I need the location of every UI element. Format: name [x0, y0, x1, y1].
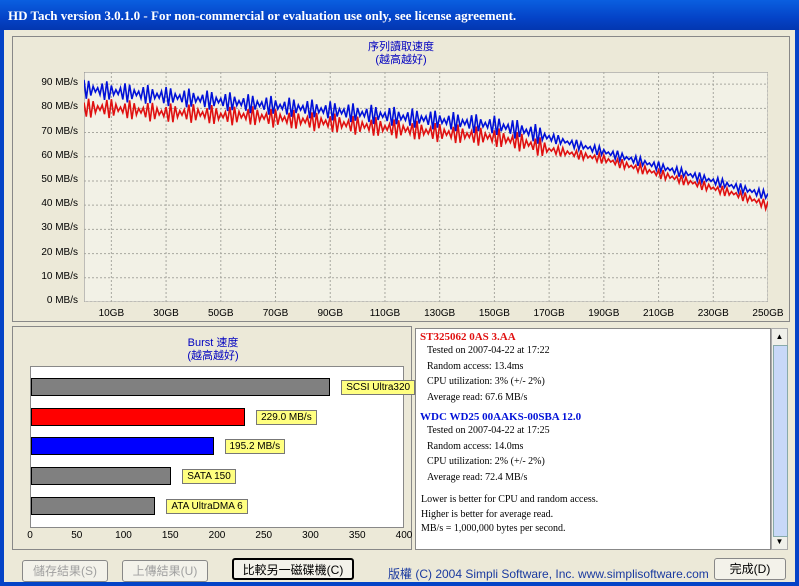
scroll-up-arrow-icon[interactable]: ▲ [775, 332, 784, 341]
burst-bar-label: ATA UltraDMA 6 [166, 499, 248, 514]
y-tick-label: 50 MB/s [41, 173, 78, 185]
x-tick-label: 150GB [478, 308, 510, 319]
scroll-down-arrow-icon[interactable]: ▼ [775, 537, 784, 546]
x-tick-label: 10GB [98, 308, 125, 319]
x-tick-label: 190GB [588, 308, 620, 319]
save-results-button[interactable]: 儲存結果(S) [22, 560, 108, 582]
y-tick-label: 0 MB/s [46, 295, 78, 306]
done-button[interactable]: 完成(D) [714, 558, 786, 580]
read-chart-plot [84, 72, 768, 302]
drive1-random-access: Random access: 13.4ms [427, 360, 524, 372]
y-tick-label: 70 MB/s [41, 125, 78, 137]
x-tick-label: 90GB [317, 308, 344, 319]
read-series-line-1 [84, 98, 768, 213]
burst-chart-title: Burst 速度 [187, 337, 239, 349]
burst-bar [31, 378, 331, 396]
x-tick-label: 130GB [424, 308, 456, 319]
y-tick-label: 20 MB/s [41, 246, 78, 258]
burst-x-tick-label: 100 [115, 530, 132, 541]
drive2-tested: Tested on 2007-04-22 at 17:25 [427, 425, 550, 436]
burst-x-tick-label: 0 [27, 530, 33, 541]
x-tick-label: 230GB [697, 308, 729, 319]
burst-bar-label: SATA 150 [182, 469, 236, 484]
drive2-average-read: Average read: 72.4 MB/s [427, 471, 528, 483]
window-bottom-edge [0, 582, 799, 586]
burst-chart-subtitle: (越高越好) [187, 350, 239, 362]
read-chart-subtitle: (越高越好) [375, 54, 427, 66]
y-tick-label: 10 MB/s [41, 270, 78, 282]
y-tick-label: 40 MB/s [41, 198, 78, 210]
y-tick-label: 30 MB/s [41, 222, 78, 234]
y-tick-label: 80 MB/s [41, 101, 78, 113]
note-lower-better: Lower is better for CPU and random acces… [421, 494, 599, 505]
burst-x-tick-label: 50 [71, 530, 83, 541]
compare-drive-button[interactable]: 比較另一磁碟機(C) [232, 558, 354, 580]
x-tick-label: 50GB [208, 308, 234, 319]
burst-x-tick-label: 400 [395, 530, 413, 541]
upload-results-button[interactable]: 上傳結果(U) [122, 560, 208, 582]
note-higher-better: Higher is better for average read. [421, 508, 554, 520]
window-title: HD Tach version 3.0.1.0 - For non-commer… [0, 0, 799, 30]
info-scrollbar[interactable]: ▲ ▼ [771, 328, 788, 550]
drive2-cpu: CPU utilization: 2% (+/- 2%) [427, 456, 545, 467]
x-tick-label: 250GB [752, 308, 784, 319]
drive2-name: WDC WD25 00AAKS-00SBA 12.0 [420, 411, 582, 423]
burst-x-tick-label: 300 [302, 530, 319, 541]
x-tick-label: 110GB [369, 308, 401, 319]
drive2-random-access: Random access: 14.0ms [427, 440, 524, 452]
read-series-line-2 [84, 79, 768, 201]
drive1-name: ST325062 0AS 3.AA [420, 331, 516, 343]
y-tick-label: 60 MB/s [41, 149, 78, 161]
burst-x-tick-label: 250 [255, 530, 273, 541]
burst-bar-label: 195.2 MB/s [224, 439, 286, 454]
burst-x-tick-label: 200 [208, 530, 226, 541]
x-tick-label: 210GB [642, 308, 675, 319]
window-right-edge [795, 30, 799, 586]
x-tick-label: 170GB [533, 308, 565, 319]
results-info-pane[interactable]: ST325062 0AS 3.AA Tested on 2007-04-22 a… [415, 328, 771, 550]
burst-x-tick-label: 350 [348, 530, 366, 541]
window-left-edge [0, 30, 4, 586]
burst-bar [31, 408, 246, 426]
drive1-tested: Tested on 2007-04-22 at 17:22 [427, 345, 550, 356]
drive1-cpu: CPU utilization: 3% (+/- 2%) [427, 376, 545, 387]
burst-chart-plot: SCSI Ultra320 229.0 MB/s 195.2 MB/s SATA 15… [30, 366, 416, 528]
note-mbps-definition: MB/s = 1,000,000 bytes per second. [421, 523, 566, 534]
drive1-average-read: Average read: 67.6 MB/s [427, 391, 528, 403]
copyright-text: 版權 (C) 2004 Simpli Software, Inc. www.si… [388, 567, 709, 581]
burst-bar-label: SCSI Ultra320 [341, 380, 416, 395]
burst-bar [31, 467, 172, 485]
burst-x-tick-label: 150 [161, 530, 179, 541]
scroll-thumb[interactable] [773, 345, 788, 537]
read-chart-title: 序列讀取速度 [368, 41, 434, 53]
burst-bar [31, 437, 214, 455]
x-tick-label: 70GB [262, 308, 289, 319]
y-tick-label: 90 MB/s [41, 77, 78, 89]
burst-bar [31, 497, 156, 515]
burst-bar-label: 229.0 MB/s [256, 410, 317, 425]
x-tick-label: 30GB [153, 308, 179, 319]
